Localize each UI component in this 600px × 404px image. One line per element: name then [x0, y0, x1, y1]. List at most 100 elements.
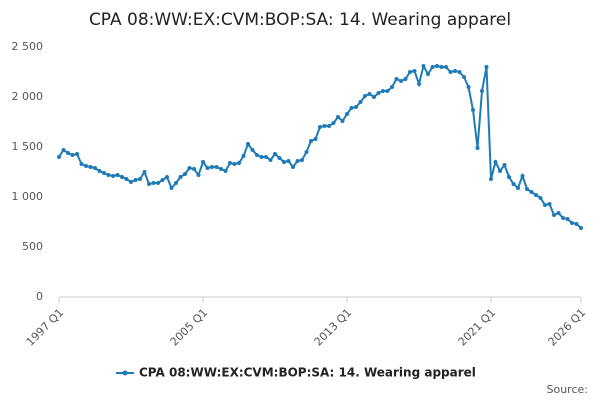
point [502, 163, 507, 167]
point [480, 89, 484, 93]
point [138, 177, 142, 181]
point [475, 146, 480, 150]
point [358, 100, 363, 104]
point [529, 190, 534, 194]
point [417, 82, 421, 86]
legend-label: CPA 08:WW:EX:CVM:BOP:SA: 14. Wearing app… [139, 366, 476, 380]
point [273, 152, 277, 156]
point [214, 165, 219, 169]
source: Source: [547, 383, 589, 396]
y-tick-label: 1 500 [12, 140, 44, 153]
point [259, 155, 264, 159]
point [412, 69, 417, 73]
point [133, 178, 138, 182]
series-line [58, 63, 582, 229]
point [471, 108, 475, 112]
point [160, 178, 165, 182]
point [255, 153, 259, 157]
point [268, 158, 273, 162]
point [556, 211, 561, 215]
x-tick-label: 2013 Q1 [312, 306, 355, 349]
y-tick-label: 2 000 [12, 90, 44, 103]
point [493, 160, 498, 164]
point [97, 169, 102, 173]
point [88, 165, 93, 169]
point [579, 226, 583, 230]
point [543, 203, 547, 207]
point [237, 161, 241, 165]
x-tick-label: 2026 Q1 [546, 306, 589, 349]
point [250, 148, 255, 152]
point [183, 172, 187, 176]
point [565, 217, 570, 221]
point [525, 187, 529, 191]
y-tick-label: 2 500 [12, 40, 44, 53]
point [264, 155, 268, 159]
point [421, 64, 426, 68]
point [70, 153, 75, 157]
point [169, 186, 174, 190]
point [363, 94, 367, 98]
point [489, 177, 493, 181]
point [394, 77, 399, 81]
point [300, 158, 304, 162]
point [498, 169, 502, 173]
point [61, 148, 66, 152]
point [534, 193, 538, 197]
point [147, 182, 151, 186]
point [120, 175, 124, 179]
point [430, 65, 435, 69]
point [507, 175, 511, 179]
point [453, 69, 457, 73]
point [385, 89, 390, 93]
point [448, 70, 453, 74]
point [354, 105, 358, 109]
point [462, 75, 466, 79]
point [511, 182, 516, 186]
x-tick-label: 1997 Q1 [24, 306, 67, 349]
x-tick-label: 2005 Q1 [168, 306, 211, 349]
point [552, 213, 556, 217]
point [484, 65, 489, 69]
point [439, 65, 444, 69]
point [444, 65, 448, 69]
point [322, 124, 327, 128]
point [295, 159, 300, 163]
point [457, 70, 462, 74]
point [349, 106, 354, 110]
point [142, 170, 147, 174]
point [111, 174, 115, 178]
point [336, 115, 340, 119]
point [367, 92, 372, 96]
point [102, 171, 106, 175]
point [228, 161, 232, 165]
point [277, 156, 282, 160]
point [124, 177, 129, 181]
point [210, 165, 214, 169]
point [574, 222, 579, 226]
point [408, 70, 412, 74]
point [57, 155, 61, 159]
point [201, 160, 205, 164]
point [381, 89, 385, 93]
point [151, 181, 156, 185]
point [84, 164, 88, 168]
point [232, 162, 237, 166]
point [390, 85, 394, 89]
point [376, 91, 381, 95]
point [561, 216, 565, 220]
point [75, 152, 79, 156]
point [435, 64, 439, 68]
point [309, 139, 313, 143]
point [187, 166, 192, 170]
point [192, 167, 196, 171]
point [291, 165, 295, 169]
point [313, 137, 318, 141]
point [93, 166, 97, 170]
point [345, 112, 349, 116]
point [547, 202, 552, 206]
point [538, 196, 543, 200]
point [79, 162, 84, 166]
point [156, 181, 160, 185]
point [399, 79, 403, 83]
